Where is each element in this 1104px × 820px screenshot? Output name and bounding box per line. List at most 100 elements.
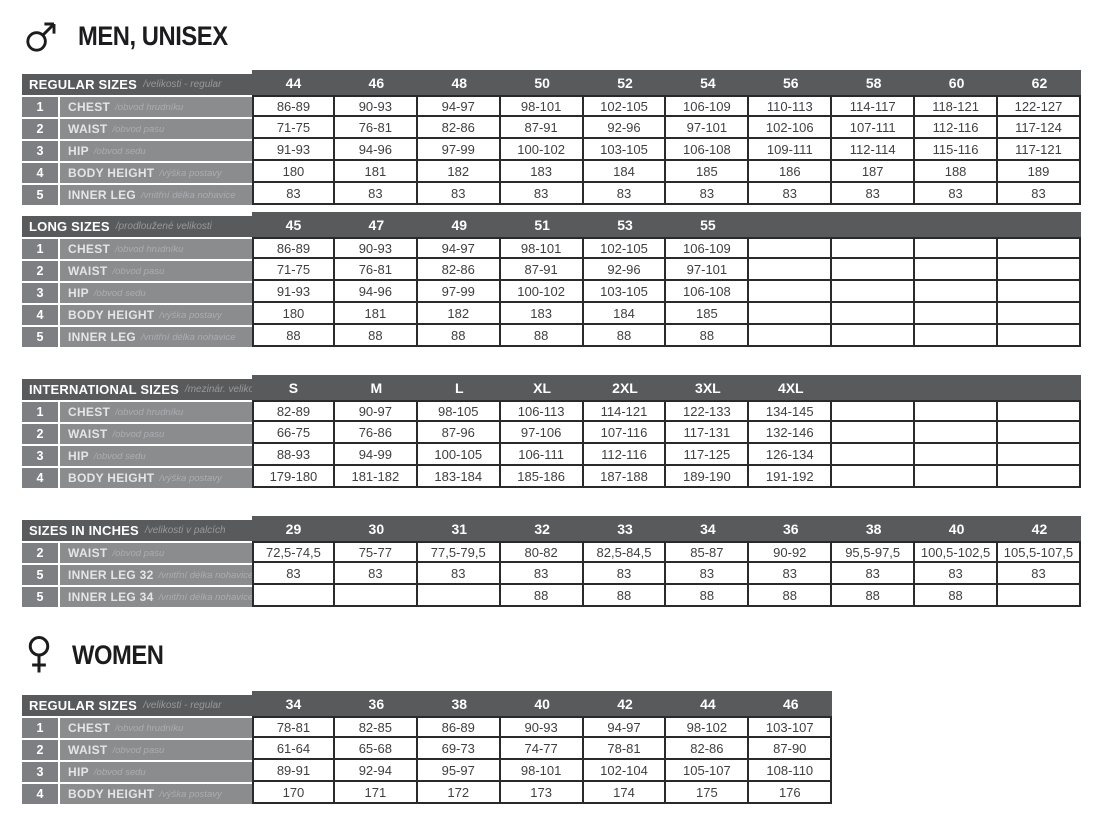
table-header-row: REGULAR SIZES/velikosti - regular 44 46 48 5… xyxy=(22,70,1104,95)
measure-sublabel: /výška postavy xyxy=(159,788,222,800)
table-row: 3 HIP/obvod sedu 91-93 94-96 97-99 100-102 103… xyxy=(22,281,1104,303)
measure-label-cell: BODY HEIGHT/výška postavy xyxy=(60,303,252,325)
measure-sublabel: /obvod sedu xyxy=(93,450,146,462)
size-value-cell: 94-96 xyxy=(334,139,418,161)
size-value-cell: 102-105 xyxy=(583,95,667,117)
size-value-cell xyxy=(832,422,916,444)
row-number-cell: 2 xyxy=(22,738,60,760)
size-value-cell: 95,5-97,5 xyxy=(832,541,916,563)
sizes-in-inches-table: SIZES IN INCHES/velikosti v palcích 29 30 3… xyxy=(22,516,1104,607)
measure-label: HIP xyxy=(68,765,89,779)
women-regular-sizes-table: REGULAR SIZES/velikosti - regular 34 36 38 4… xyxy=(22,691,1104,804)
size-column-header: 52 xyxy=(583,70,667,95)
row-number-cell: 5 xyxy=(22,563,60,585)
size-value-cell: 103-107 xyxy=(749,716,833,738)
size-value-cell: 98-101 xyxy=(500,95,584,117)
size-column-header: 34 xyxy=(666,516,750,541)
size-value-cell: 97-99 xyxy=(417,281,501,303)
measure-label-cell: CHEST/obvod hrudníku xyxy=(60,400,252,422)
size-value-cell xyxy=(915,281,999,303)
measure-label-cell: CHEST/obvod hrudníku xyxy=(60,95,252,117)
measure-sublabel: /obvod pasu xyxy=(112,265,165,277)
size-value-cell: 98-101 xyxy=(500,237,584,259)
measure-sublabel: /obvod sedu xyxy=(93,145,146,157)
size-column-header xyxy=(998,375,1081,400)
size-column-header xyxy=(832,212,916,237)
size-value-cell: 92-94 xyxy=(334,760,418,782)
size-value-cell: 83 xyxy=(666,563,750,585)
size-column-header: 2XL xyxy=(583,375,667,400)
male-icon xyxy=(26,22,56,52)
table-row: 5 INNER LEG/vnitřní délka nohavice 83 83 83 8… xyxy=(22,183,1104,205)
size-value-cell: 65-68 xyxy=(334,738,418,760)
size-value-cell: 92-96 xyxy=(583,117,667,139)
size-value-cell: 82,5-84,5 xyxy=(583,541,667,563)
size-value-cell: 112-114 xyxy=(832,139,916,161)
size-value-cell: 106-109 xyxy=(666,95,750,117)
size-value-cell xyxy=(832,400,916,422)
measure-label: HIP xyxy=(68,144,89,158)
size-column-header: 30 xyxy=(334,516,418,541)
size-value-cell: 85-87 xyxy=(666,541,750,563)
table-header-label: SIZES IN INCHES/velikosti v palcích xyxy=(22,520,252,541)
size-value-cell: 88-93 xyxy=(252,444,335,466)
size-value-cell xyxy=(832,303,916,325)
measure-label: WAIST xyxy=(68,546,108,560)
table-subtitle: /prodloužené velikosti xyxy=(115,221,212,232)
size-value-cell: 83 xyxy=(500,563,584,585)
measure-sublabel: /výška postavy xyxy=(159,309,222,321)
size-value-cell: 88 xyxy=(915,585,999,607)
size-column-header: 55 xyxy=(666,212,750,237)
men-section-title: MEN, UNISEX xyxy=(78,20,228,51)
measure-label-cell: INNER LEG/vnitřní délka nohavice xyxy=(60,183,252,205)
row-number-cell: 4 xyxy=(22,466,60,488)
size-value-cell: 83 xyxy=(832,563,916,585)
measure-sublabel: /výška postavy xyxy=(159,167,222,179)
size-value-cell: 117-121 xyxy=(998,139,1081,161)
international-sizes-table: INTERNATIONAL SIZES/mezinár. velikosti S M… xyxy=(22,375,1104,488)
size-value-cell: 185 xyxy=(666,303,750,325)
size-value-cell: 117-125 xyxy=(666,444,750,466)
size-column-header: M xyxy=(334,375,418,400)
size-value-cell: 83 xyxy=(417,183,501,205)
size-value-cell: 83 xyxy=(500,183,584,205)
row-number-cell: 1 xyxy=(22,400,60,422)
size-value-cell: 69-73 xyxy=(417,738,501,760)
measure-label: WAIST xyxy=(68,264,108,278)
size-value-cell: 185-186 xyxy=(500,466,584,488)
size-value-cell: 114-121 xyxy=(583,400,667,422)
size-column-header: 38 xyxy=(832,516,916,541)
size-value-cell xyxy=(832,237,916,259)
size-value-cell xyxy=(998,259,1081,281)
size-value-cell: 86-89 xyxy=(417,716,501,738)
size-value-cell: 106-108 xyxy=(666,281,750,303)
size-value-cell: 72,5-74,5 xyxy=(252,541,335,563)
size-value-cell: 118-121 xyxy=(915,95,999,117)
size-value-cell: 171 xyxy=(334,782,418,804)
size-value-cell xyxy=(998,237,1081,259)
size-value-cell: 132-146 xyxy=(749,422,833,444)
size-value-cell: 88 xyxy=(417,325,501,347)
size-value-cell: 82-89 xyxy=(252,400,335,422)
table-header-label: INTERNATIONAL SIZES/mezinár. velikosti xyxy=(22,379,264,400)
size-value-cell: 106-109 xyxy=(666,237,750,259)
size-column-header xyxy=(998,212,1081,237)
size-value-cell: 71-75 xyxy=(252,259,335,281)
size-column-header: 36 xyxy=(334,691,418,716)
table-title: INTERNATIONAL SIZES xyxy=(29,382,179,397)
size-value-cell: 89-91 xyxy=(252,760,335,782)
row-number-cell: 3 xyxy=(22,760,60,782)
table-header-label: REGULAR SIZES/velikosti - regular xyxy=(22,74,252,95)
size-column-header: 42 xyxy=(583,691,667,716)
measure-label-cell: HIP/obvod sedu xyxy=(60,281,252,303)
size-value-cell: 87-90 xyxy=(749,738,833,760)
row-number-cell: 5 xyxy=(22,325,60,347)
size-column-header: 45 xyxy=(252,212,335,237)
table-header-row: SIZES IN INCHES/velikosti v palcích 29 30 3… xyxy=(22,516,1104,541)
measure-sublabel: /obvod pasu xyxy=(112,428,165,440)
size-value-cell xyxy=(915,422,999,444)
table-title: REGULAR SIZES xyxy=(29,77,138,92)
size-value-cell: 83 xyxy=(749,183,833,205)
table-row: 3 HIP/obvod sedu 91-93 94-96 97-99 100-102 103… xyxy=(22,139,1104,161)
table-subtitle: /mezinár. velikosti xyxy=(184,384,265,395)
